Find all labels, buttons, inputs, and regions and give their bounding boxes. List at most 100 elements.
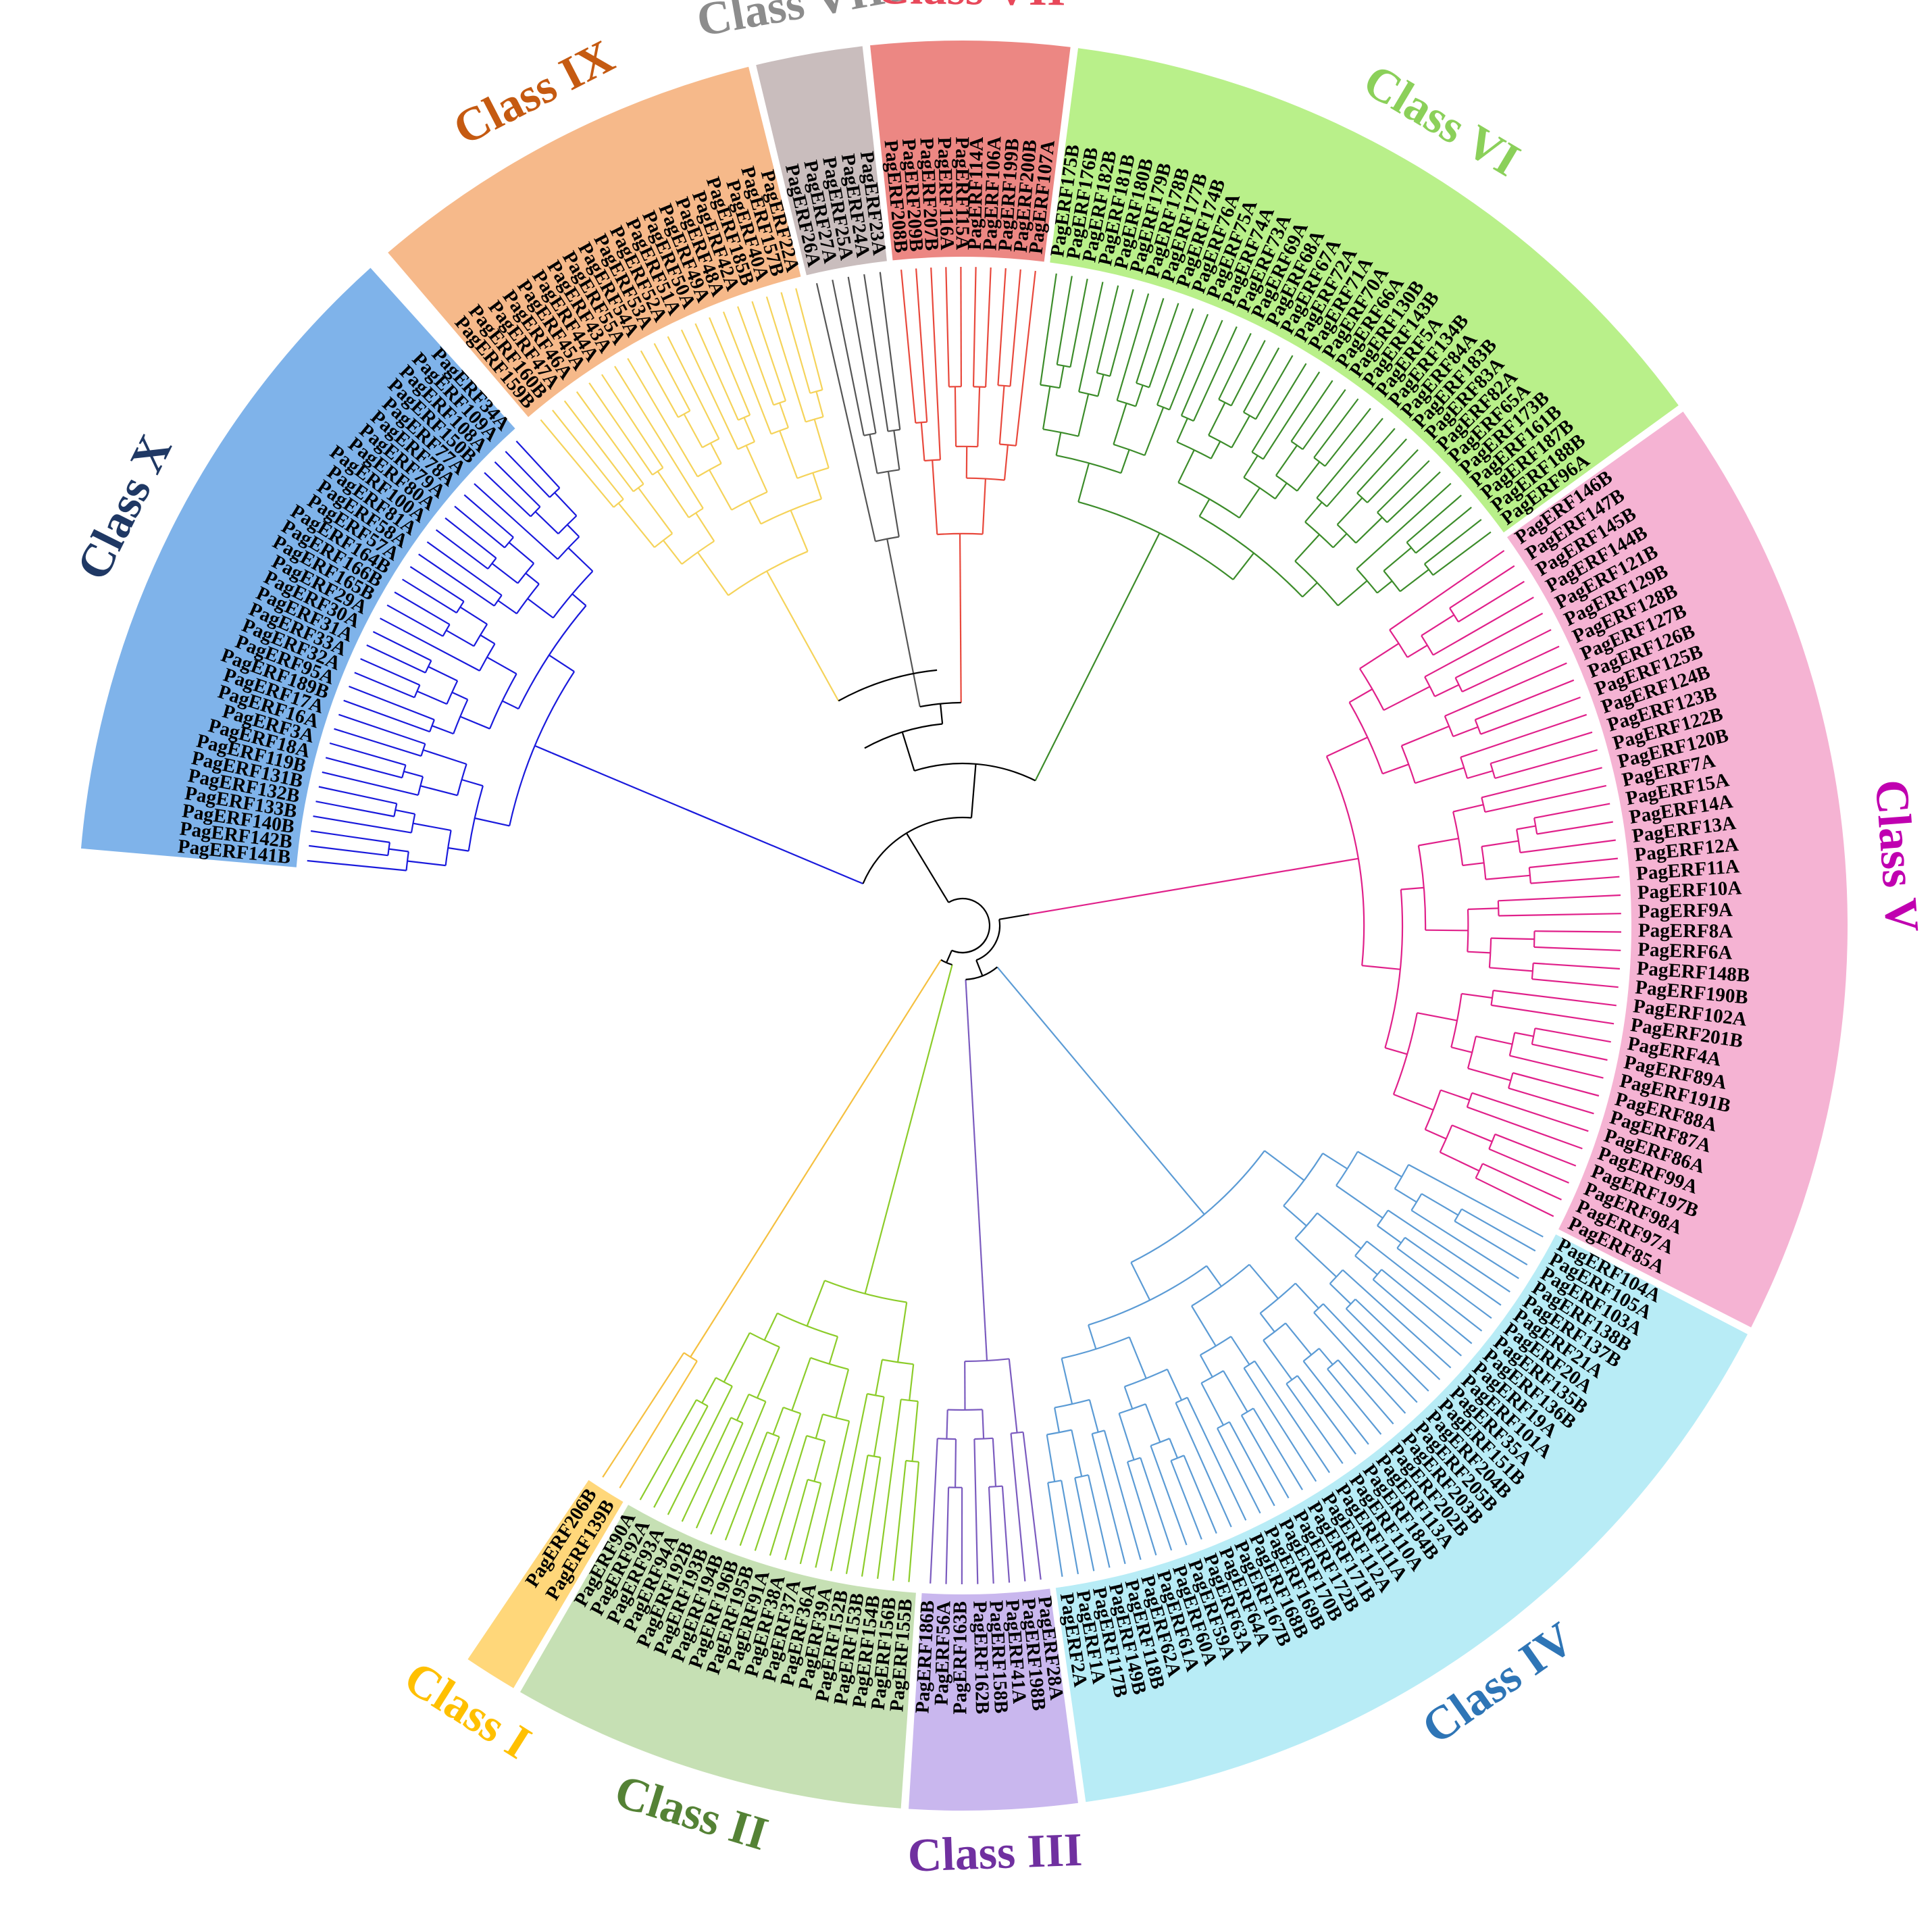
branch — [875, 1359, 883, 1396]
branch — [739, 1436, 780, 1546]
branch — [1356, 482, 1452, 570]
class-ii-band — [520, 1505, 916, 1809]
branch — [1069, 278, 1088, 368]
branch-arc — [1396, 1237, 1406, 1249]
backbone-arc — [975, 919, 1001, 961]
branch — [459, 715, 490, 730]
branch — [997, 268, 1007, 386]
backbone-arc — [838, 669, 938, 702]
branch — [534, 745, 552, 754]
branch — [614, 365, 704, 509]
branch — [409, 565, 465, 603]
branch — [619, 1361, 698, 1488]
branch — [1097, 374, 1104, 397]
leaf-label: PagERF8A — [1638, 919, 1733, 942]
branch — [1054, 1407, 1061, 1433]
branch — [1177, 449, 1195, 483]
branch — [1088, 1324, 1097, 1350]
branch — [724, 1432, 768, 1540]
branch — [1123, 1386, 1134, 1409]
branch — [1156, 308, 1194, 405]
branch — [667, 1386, 733, 1515]
branch-arc — [1392, 1012, 1418, 1095]
branch — [828, 1336, 839, 1365]
branch-arc — [1488, 1134, 1496, 1150]
branch — [1335, 857, 1358, 863]
class-viii-band — [756, 46, 887, 276]
branch — [1313, 1312, 1406, 1414]
branch-arc — [696, 1398, 709, 1407]
branch — [428, 665, 458, 682]
branch — [448, 847, 469, 852]
branch — [769, 1435, 808, 1556]
branch — [877, 1399, 902, 1579]
branch-arc — [730, 1417, 744, 1424]
branch — [1243, 1367, 1317, 1482]
branch — [1091, 1433, 1126, 1565]
branch-arc — [1243, 1360, 1256, 1369]
branch — [1498, 913, 1621, 917]
branch — [873, 1396, 885, 1457]
branch-arc — [1208, 434, 1232, 449]
branch-arc — [652, 467, 664, 476]
branch — [1285, 1322, 1313, 1356]
class-iv-band — [1055, 1234, 1748, 1802]
branch — [1294, 1237, 1338, 1278]
branch — [709, 443, 722, 464]
branch — [1150, 532, 1161, 552]
branch-arc — [738, 414, 751, 421]
branch — [1180, 320, 1223, 416]
backbone — [940, 703, 944, 724]
branch — [766, 570, 781, 595]
branch-arc — [549, 487, 561, 498]
branch — [915, 268, 928, 422]
branch — [1488, 1148, 1569, 1184]
branch — [435, 529, 488, 570]
tree-branches — [307, 266, 1622, 1585]
branch-arc — [1533, 931, 1535, 947]
branch — [1512, 1072, 1600, 1097]
branch — [1530, 876, 1620, 884]
class-vii-stem — [959, 567, 962, 703]
branch — [463, 494, 514, 538]
branch — [1516, 825, 1536, 830]
branch — [1061, 1480, 1079, 1575]
branch-arc — [748, 1393, 766, 1403]
branch — [893, 430, 900, 470]
branch — [329, 742, 406, 766]
backbone — [901, 732, 915, 772]
branch-arc — [1358, 668, 1385, 711]
branch-arc — [410, 813, 416, 833]
backbone — [975, 959, 984, 976]
branch — [1401, 725, 1450, 747]
branch — [896, 1302, 908, 1363]
branch — [601, 374, 664, 469]
branch — [640, 350, 679, 418]
branch — [1047, 1482, 1063, 1577]
leaf-label: PagERF114A — [964, 136, 988, 250]
branch — [1354, 1255, 1378, 1276]
branch — [791, 1357, 811, 1411]
branch — [1332, 533, 1348, 549]
branch — [1329, 1283, 1352, 1305]
branch — [1077, 463, 1090, 503]
branch — [1322, 1153, 1348, 1169]
branch — [1248, 1263, 1279, 1299]
branch-arc — [1533, 817, 1538, 834]
branch — [1136, 298, 1165, 384]
branch — [1336, 1184, 1383, 1219]
branch — [1461, 992, 1493, 999]
branch — [1175, 1402, 1232, 1528]
backbone — [999, 913, 1029, 920]
branch — [1218, 332, 1252, 400]
branch — [1176, 418, 1188, 443]
branch — [1444, 662, 1567, 717]
branch — [1199, 1355, 1213, 1378]
branch — [1192, 326, 1238, 422]
branch — [930, 1438, 938, 1584]
branch — [494, 461, 541, 507]
branch — [1451, 1124, 1493, 1142]
branch — [444, 517, 497, 559]
branch — [977, 386, 981, 447]
branch — [1251, 363, 1307, 453]
